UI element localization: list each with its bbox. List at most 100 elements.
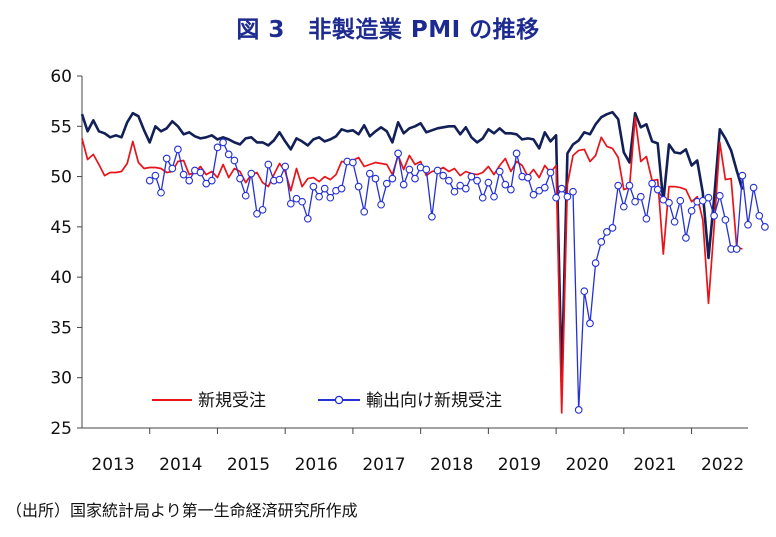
data-point — [586, 319, 594, 328]
data-point — [557, 184, 566, 193]
x-tick-label: 2013 — [91, 455, 134, 475]
data-point — [405, 165, 414, 174]
data-point — [399, 180, 408, 189]
x-tick-label: 2016 — [295, 455, 338, 475]
data-point — [411, 174, 419, 183]
data-point — [326, 193, 335, 202]
data-point — [732, 245, 741, 253]
y-tick-label: 25 — [50, 419, 72, 439]
data-point — [478, 193, 487, 202]
data-point — [450, 187, 459, 196]
data-point — [625, 181, 634, 190]
x-tick-label: 2018 — [430, 455, 473, 475]
data-point — [162, 154, 171, 163]
data-point — [749, 183, 758, 192]
data-point — [512, 149, 521, 158]
data-point — [614, 181, 623, 190]
data-point — [275, 175, 284, 184]
data-point — [631, 197, 639, 206]
data-point — [597, 238, 606, 246]
data-point — [670, 217, 679, 226]
x-tick-label: 2015 — [227, 455, 270, 475]
data-point — [653, 185, 662, 194]
data-point — [286, 199, 295, 208]
data-point — [642, 214, 651, 223]
y-tick-label: 60 — [50, 67, 72, 87]
legend-label-export-orders: 輸出向け新規受注 — [366, 391, 502, 411]
data-point — [219, 138, 227, 147]
data-point — [682, 234, 690, 242]
data-point — [755, 211, 764, 220]
chart-title: 図 3 非製造業 PMI の推移 — [236, 17, 540, 43]
data-point — [253, 209, 261, 218]
data-point — [546, 168, 555, 177]
legend: 新規受注 輸出向け新規受注 — [152, 391, 502, 411]
data-point — [388, 174, 397, 183]
axes — [77, 75, 748, 434]
data-point — [524, 173, 532, 182]
data-point — [281, 162, 290, 171]
data-point — [467, 172, 476, 181]
data-point — [710, 211, 718, 220]
data-point — [490, 192, 498, 201]
data-point — [394, 149, 402, 158]
data-point — [428, 212, 436, 221]
y-tick-label: 30 — [50, 369, 72, 389]
data-point — [174, 145, 182, 154]
data-point — [495, 167, 504, 176]
data-point — [196, 168, 205, 177]
data-point — [591, 259, 600, 267]
legend-marker-export-orders — [334, 395, 344, 405]
data-point — [501, 180, 510, 189]
data-point — [569, 187, 577, 196]
data-point — [382, 179, 391, 188]
data-point — [349, 158, 357, 167]
data-point — [445, 176, 453, 185]
data-point — [207, 176, 216, 185]
data-point — [540, 183, 549, 192]
data-point — [715, 191, 724, 200]
series-line-new-orders — [81, 116, 743, 414]
data-point — [185, 176, 194, 185]
data-point — [309, 182, 318, 191]
data-point — [247, 169, 256, 178]
data-point — [473, 176, 481, 185]
data-point — [360, 207, 369, 216]
data-point — [580, 287, 589, 296]
x-tick-label: 2014 — [159, 455, 202, 475]
data-point — [179, 170, 188, 179]
series-line-pmi — [80, 110, 744, 383]
data-point — [151, 171, 160, 180]
data-point — [603, 228, 611, 236]
data-point — [168, 164, 177, 173]
data-point — [230, 156, 239, 165]
x-tick-labels: 2013 2014 2015 2016 2017 2018 2019 2020 2021 2022 — [91, 455, 744, 475]
data-point — [145, 176, 154, 185]
data-point — [636, 192, 645, 201]
data-point — [687, 206, 696, 215]
x-tick-label: 2021 — [633, 455, 676, 475]
data-point — [365, 169, 374, 178]
data-point — [236, 174, 244, 183]
data-point — [574, 406, 583, 414]
x-tick-label: 2017 — [362, 455, 405, 475]
data-point — [507, 185, 515, 194]
data-point — [315, 192, 323, 201]
data-point — [298, 197, 306, 206]
data-point — [439, 171, 448, 180]
series-lines — [80, 110, 769, 414]
data-point — [461, 184, 470, 193]
y-tick-label: 55 — [50, 117, 72, 137]
source-note: （出所）国家統計局より第一生命経済研究所作成 — [6, 501, 358, 520]
data-point — [422, 165, 431, 174]
data-point — [676, 196, 685, 205]
x-tick-label: 2020 — [566, 455, 609, 475]
data-point — [258, 205, 267, 214]
data-point — [354, 182, 363, 191]
data-point — [744, 220, 752, 229]
data-point — [738, 171, 747, 180]
data-point — [264, 160, 273, 169]
data-point — [619, 202, 628, 211]
x-tick-label: 2019 — [498, 455, 541, 475]
